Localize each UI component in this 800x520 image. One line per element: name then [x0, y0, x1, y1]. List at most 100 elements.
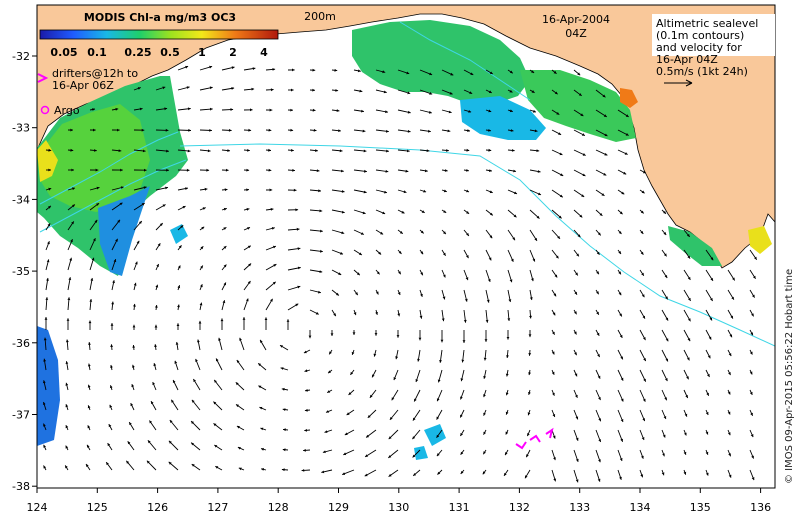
velocity-arrow-head	[466, 211, 470, 214]
velocity-arrow-head	[558, 215, 562, 219]
velocity-arrow-head	[301, 469, 305, 472]
velocity-arrow-head	[705, 412, 709, 415]
velocity-arrow-head	[360, 232, 364, 235]
velocity-arrow-head	[312, 108, 316, 112]
velocity-arrow-head	[359, 89, 363, 93]
velocity-arrow-head	[48, 168, 51, 172]
velocity-arrow-head	[728, 372, 731, 376]
velocity-arrow-head	[513, 169, 516, 173]
velocity-arrow-head	[290, 128, 294, 132]
velocity-arrow-head	[447, 129, 451, 133]
velocity-arrow-head	[710, 257, 714, 261]
velocity-arrow-head	[553, 293, 557, 297]
sealevel-contour-4	[399, 21, 531, 101]
velocity-arrow-head	[385, 110, 388, 114]
velocity-arrow-head	[375, 291, 379, 295]
velocity-arrow-head	[318, 290, 321, 294]
velocity-arrow-head	[401, 210, 405, 214]
velocity-arrow-head	[188, 128, 191, 132]
velocity-arrow-head	[87, 405, 91, 409]
velocity-arrow-head	[117, 219, 120, 223]
velocity-arrow-head	[341, 231, 345, 235]
drifter-legend-label-1: drifters@12h to	[52, 67, 138, 80]
x-tick-label: 134	[630, 501, 651, 514]
velocity-arrow-head	[186, 86, 190, 89]
velocity-arrow-head	[642, 315, 645, 319]
velocity-arrow-head	[505, 392, 509, 396]
velocity-arrow-head	[231, 66, 235, 70]
velocity-arrow-head	[134, 261, 138, 265]
velocity-arrow-head	[110, 323, 114, 326]
velocity-arrow-head	[373, 353, 377, 357]
velocity-arrow-head	[304, 369, 308, 373]
velocity-arrow-head	[378, 251, 382, 255]
velocity-arrow-head	[136, 240, 140, 244]
velocity-arrow-head	[558, 132, 562, 135]
velocity-arrow-head	[552, 312, 556, 316]
legend-left: drifters@12h to 16-Apr 06Z Argo	[37, 67, 138, 117]
drifter-tracks	[515, 427, 554, 450]
velocity-arrow-head	[90, 278, 94, 281]
velocity-arrow-head	[165, 128, 169, 132]
velocity-arrow-head	[156, 264, 159, 267]
velocity-arrow-head	[619, 458, 623, 461]
velocity-arrow-head	[113, 259, 117, 263]
velocity-arrow-head	[191, 399, 195, 403]
y-axis: -32 -33 -34 -35 -36 -37 -38	[12, 50, 37, 493]
colorbar-gradient	[39, 29, 279, 40]
velocity-arrow-head	[358, 252, 362, 255]
velocity-arrow-head	[108, 424, 112, 428]
velocity-arrow-head	[597, 375, 601, 379]
velocity-arrow-head	[43, 444, 46, 448]
velocity-arrow-head	[365, 454, 368, 457]
velocity-arrow-head	[71, 168, 74, 172]
velocity-arrow-head	[172, 380, 176, 383]
y-tick-label: -36	[12, 337, 30, 350]
velocity-arrow-head	[488, 109, 492, 113]
velocity-arrow-head	[330, 333, 334, 336]
velocity-arrow-head	[201, 226, 205, 230]
velocity-arrow-head	[443, 189, 447, 193]
velocity-arrow-head	[48, 187, 52, 191]
velocity-arrow-head	[483, 431, 486, 435]
velocity-arrow-head	[326, 410, 329, 413]
velocity-arrow-head	[175, 342, 179, 345]
velocity-arrow-head	[281, 387, 285, 391]
velocity-arrow-head	[551, 371, 555, 375]
velocity-arrow-head	[620, 398, 624, 402]
velocity-arrow-head	[464, 298, 468, 302]
velocity-arrow-head	[364, 169, 367, 173]
legend-right-line: Altimetric sealevel	[656, 17, 758, 30]
velocity-arrow-head	[384, 190, 387, 194]
velocity-arrow-head	[463, 319, 467, 323]
velocity-arrow-head	[597, 478, 601, 482]
velocity-arrow-head	[437, 379, 441, 383]
velocity-arrow-head	[706, 392, 709, 396]
velocity-arrow-head	[489, 190, 493, 194]
velocity-arrow-head	[176, 323, 180, 326]
velocity-arrow-head	[247, 227, 250, 230]
velocity-arrow-head	[436, 416, 440, 420]
velocity-arrow-head	[292, 68, 295, 72]
velocity-arrow-head	[216, 358, 219, 362]
legend-right-line: 16-Apr 04Z	[656, 53, 718, 66]
velocity-arrow-head	[577, 234, 581, 238]
velocity-arrow-head	[419, 315, 423, 319]
velocity-arrow-head	[280, 367, 284, 370]
velocity-arrow-head	[528, 372, 531, 376]
drifter-track-3	[545, 427, 554, 439]
velocity-arrow-head	[528, 353, 532, 356]
velocity-arrow-head	[43, 423, 46, 427]
velocity-arrow-head	[531, 90, 535, 93]
velocity-arrow-head	[662, 453, 665, 457]
velocity-arrow-head	[236, 426, 240, 429]
velocity-arrow-head	[665, 317, 669, 321]
velocity-arrow-head	[329, 351, 332, 355]
velocity-arrow-head	[43, 358, 47, 362]
velocity-arrow-head	[352, 332, 356, 335]
velocity-arrow-head	[552, 414, 556, 417]
velocity-arrow-head	[65, 404, 69, 408]
velocity-arrow-head	[218, 337, 221, 341]
velocity-arrow-head	[293, 188, 297, 192]
velocity-arrow-head	[598, 418, 601, 422]
